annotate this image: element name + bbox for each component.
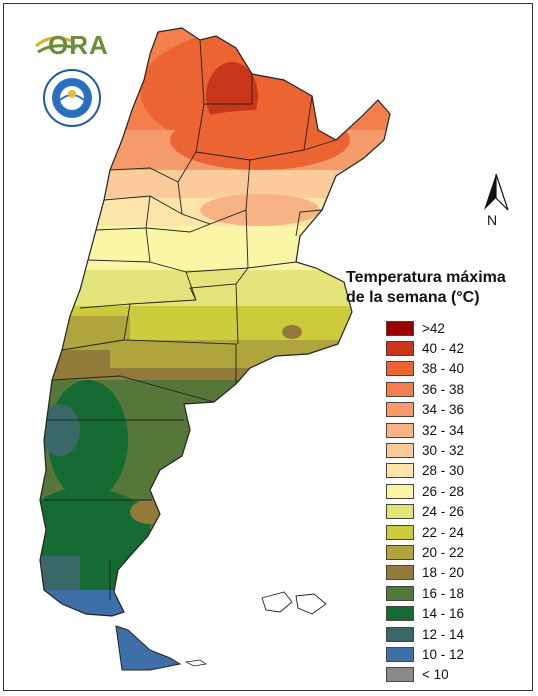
north-arrow-icon xyxy=(484,173,509,211)
legend-label: 10 - 12 xyxy=(422,646,465,662)
legend-item: 34 - 36 xyxy=(386,400,526,420)
legend-swatch xyxy=(386,504,414,520)
legend-label: 12 - 14 xyxy=(422,626,465,642)
legend-item: 22 - 24 xyxy=(386,522,526,542)
legend-swatch xyxy=(386,320,414,336)
legend-label: 32 - 34 xyxy=(422,422,465,438)
ora-swoosh-icon xyxy=(35,36,77,54)
legend-swatch xyxy=(386,606,414,622)
country-outline xyxy=(39,27,391,617)
legend-label: 40 - 42 xyxy=(422,341,465,357)
legend-swatch xyxy=(386,381,414,397)
north-arrow: N xyxy=(478,172,514,232)
legend-item: 10 - 12 xyxy=(386,644,526,664)
legend-item: 24 - 26 xyxy=(386,502,526,522)
legend-swatch xyxy=(386,667,414,683)
ora-logo-text: ORA xyxy=(48,30,109,60)
legend-swatch xyxy=(386,463,414,479)
legend-swatch xyxy=(386,646,414,662)
legend-item: 28 - 30 xyxy=(386,461,526,481)
legend-item: 14 - 16 xyxy=(386,603,526,623)
legend-item: 30 - 32 xyxy=(386,440,526,460)
legend-swatch xyxy=(386,565,414,581)
legend-item: 18 - 20 xyxy=(386,563,526,583)
legend-item: 38 - 40 xyxy=(386,359,526,379)
tierra-del-fuego xyxy=(115,625,182,671)
legend-label: 24 - 26 xyxy=(422,504,465,520)
legend-label: 20 - 22 xyxy=(422,544,465,560)
smn-seal-icon xyxy=(43,69,101,127)
legend-swatch xyxy=(386,361,414,377)
legend-item: 32 - 34 xyxy=(386,420,526,440)
temperature-legend: Temperatura máxima de la semana (°C) >42… xyxy=(346,268,526,685)
legend-label: 18 - 20 xyxy=(422,565,465,581)
legend-label: 38 - 40 xyxy=(422,361,465,377)
legend-label: 22 - 24 xyxy=(422,524,465,540)
north-label: N xyxy=(487,212,498,228)
legend-label: 34 - 36 xyxy=(422,402,465,418)
legend-label: 16 - 18 xyxy=(422,585,465,601)
legend-item: 20 - 22 xyxy=(386,542,526,562)
legend-swatch xyxy=(386,422,414,438)
legend-label: 26 - 28 xyxy=(422,483,465,499)
legend-item: 36 - 38 xyxy=(386,379,526,399)
legend-label: 36 - 38 xyxy=(422,381,465,397)
legend-item: 12 - 14 xyxy=(386,624,526,644)
legend-label: < 10 xyxy=(422,667,449,683)
legend-item: 26 - 28 xyxy=(386,481,526,501)
legend-swatch xyxy=(386,483,414,499)
legend-swatch xyxy=(386,341,414,357)
malvinas-islands xyxy=(261,591,327,615)
legend-item: 40 - 42 xyxy=(386,338,526,358)
legend-item: 16 - 18 xyxy=(386,583,526,603)
legend-label: >42 xyxy=(422,320,445,336)
legend-swatch xyxy=(386,585,414,601)
map-frame xyxy=(3,3,533,691)
legend-swatch xyxy=(386,443,414,459)
ora-logo: ORA xyxy=(34,28,108,64)
legend-label: 30 - 32 xyxy=(422,443,465,459)
legend-swatch xyxy=(386,626,414,642)
isla-de-los-estados xyxy=(184,659,208,667)
legend-item: >42 xyxy=(386,318,526,338)
legend-items: >42 40 - 42 38 - 40 36 - 38 34 - 36 32 - 34 30… xyxy=(386,318,526,685)
province-boundaries xyxy=(44,39,337,600)
legend-title: Temperatura máxima de la semana (°C) xyxy=(346,269,506,306)
legend-label: 28 - 30 xyxy=(422,463,465,479)
legend-item: < 10 xyxy=(386,665,526,685)
legend-swatch xyxy=(386,524,414,540)
legend-swatch xyxy=(386,544,414,560)
legend-swatch xyxy=(386,402,414,418)
legend-label: 14 - 16 xyxy=(422,606,465,622)
